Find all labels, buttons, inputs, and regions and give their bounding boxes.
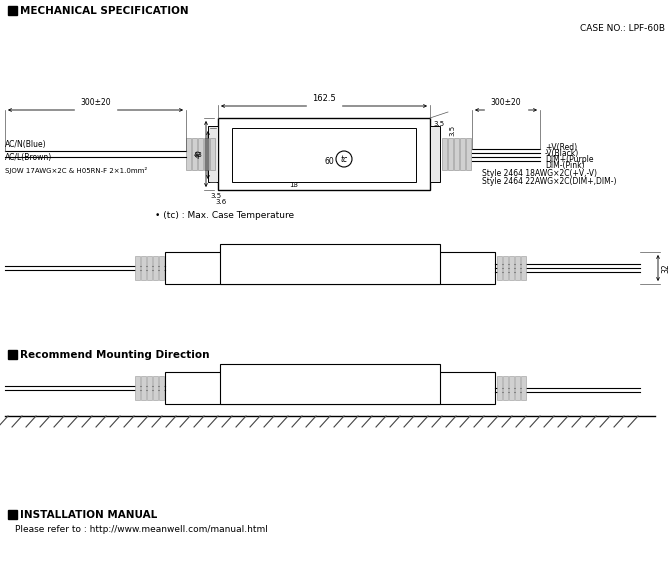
Bar [135,256,140,280]
Text: DIM+(Purple: DIM+(Purple [545,154,594,163]
Text: Style 2464 18AWG×2C(+V,-V): Style 2464 18AWG×2C(+V,-V) [482,169,597,178]
Bar [159,256,164,280]
Text: DIM-(Pink): DIM-(Pink) [545,160,585,169]
Text: 3.5: 3.5 [449,125,455,136]
Bar [497,376,502,400]
Text: -V(Black): -V(Black) [545,149,580,158]
Bar [165,372,495,404]
Text: CASE NO.: LPF-60B    Unit:mm: CASE NO.: LPF-60B Unit:mm [580,24,670,33]
Bar [135,376,140,400]
Bar [521,256,526,280]
Bar [8,6,17,15]
Bar [521,376,526,400]
Bar [218,118,430,190]
Bar [509,256,514,280]
Text: +V(Red): +V(Red) [545,142,577,151]
Bar [430,126,440,182]
Bar [8,350,17,359]
Bar [141,256,146,280]
Bar [509,376,514,400]
Text: Please refer to : http://www.meanwell.com/manual.html: Please refer to : http://www.meanwell.co… [15,526,268,535]
Bar [204,138,209,170]
Text: 300±20: 300±20 [80,98,111,107]
Text: Recommend Mounting Direction: Recommend Mounting Direction [20,350,210,360]
Text: 32: 32 [661,263,670,273]
Bar [503,256,508,280]
Bar [448,138,453,170]
Bar [497,256,502,280]
Bar [460,138,465,170]
Bar [515,256,520,280]
Text: SJOW 17AWG×2C & H05RN-F 2×1.0mm²: SJOW 17AWG×2C & H05RN-F 2×1.0mm² [5,167,147,173]
Bar [141,376,146,400]
Bar [515,376,520,400]
Bar [153,256,158,280]
Bar [147,376,152,400]
Text: 3.5: 3.5 [210,193,222,199]
Text: MECHANICAL SPECIFICATION: MECHANICAL SPECIFICATION [20,6,189,16]
Text: tc: tc [340,154,348,163]
Bar [165,252,495,284]
Bar [503,376,508,400]
Text: 43: 43 [194,152,203,158]
Text: 3.5: 3.5 [433,121,444,127]
Text: AC/L(Brown): AC/L(Brown) [5,153,52,162]
Bar [454,138,459,170]
Text: 300±20: 300±20 [490,98,521,107]
Bar [186,138,191,170]
Bar [232,128,416,182]
Bar [442,138,447,170]
Text: 162.5: 162.5 [312,94,336,103]
Bar [466,138,471,170]
Text: 40: 40 [196,150,202,158]
Bar [210,138,215,170]
Bar [192,138,197,170]
Bar [8,510,17,519]
Text: 60: 60 [324,157,334,165]
Text: INSTALLATION MANUAL: INSTALLATION MANUAL [20,509,157,519]
Bar [208,126,218,182]
Text: • (tc) : Max. Case Temperature: • (tc) : Max. Case Temperature [155,210,294,219]
Bar [220,364,440,404]
Text: 13: 13 [289,182,299,188]
Text: Style 2464 22AWG×2C(DIM+,DIM-): Style 2464 22AWG×2C(DIM+,DIM-) [482,177,616,186]
Bar [198,138,203,170]
Bar [147,256,152,280]
Text: 3.6: 3.6 [215,199,226,205]
Bar [153,376,158,400]
Bar [220,244,440,284]
Bar [159,376,164,400]
Text: AC/N(Blue): AC/N(Blue) [5,140,47,149]
